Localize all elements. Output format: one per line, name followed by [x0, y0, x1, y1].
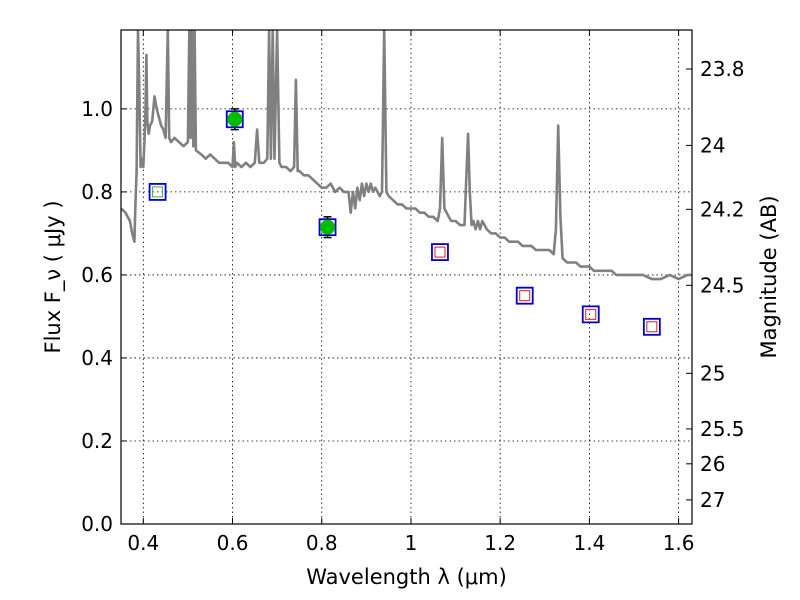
mag-tick-label: 25.5 [700, 417, 745, 441]
plot-frame [120, 29, 693, 525]
y-tick-label: 0.8 [81, 180, 113, 204]
observed-point [227, 111, 243, 127]
labels-layer: Wavelength λ (μm) Flux F_ν ( μJy ) Magni… [41, 195, 781, 589]
model-box-marker [515, 286, 534, 305]
x-tick-label: 0.6 [217, 531, 249, 555]
mag-tick-label: 23.8 [700, 57, 745, 81]
mag-tick-label: 25 [700, 361, 725, 385]
ticks-layer: 0.4 0.6 0.8 1 1.2 1.4 1.6 0.0 0.2 0.4 0.6 0.8 1.0 23.… [81, 30, 745, 555]
points-layer [148, 108, 661, 336]
grid-layer [121, 30, 692, 525]
green-box-marker [152, 186, 164, 198]
x-tick-label: 1 [405, 531, 418, 555]
mag-tick-label: 27 [700, 488, 725, 512]
y-tick-label: 1.0 [81, 97, 113, 121]
y2-axis-label: Magnitude (AB) [757, 195, 781, 358]
mag-tick-label: 24 [700, 133, 725, 157]
observed-point [320, 219, 336, 235]
x-tick-label: 1.4 [573, 531, 605, 555]
mag-tick-label: 24.5 [700, 273, 745, 297]
x-tick-label: 0.8 [306, 531, 338, 555]
x-tick-label: 1.6 [663, 531, 695, 555]
x-axis-label: Wavelength λ (μm) [306, 565, 507, 589]
y-tick-label: 0.6 [81, 263, 113, 287]
spectrum-line [121, 30, 692, 281]
model-box-marker [581, 305, 600, 324]
upper-limit-marker [519, 290, 531, 302]
spectrum-layer [121, 30, 692, 281]
x-tick-label: 0.4 [127, 531, 159, 555]
mag-tick-label: 26 [700, 452, 725, 476]
x-tick-label: 1.2 [484, 531, 516, 555]
y-axis-label: Flux F_ν ( μJy ) [41, 200, 66, 353]
y-tick-label: 0.4 [81, 346, 113, 370]
model-box-marker [642, 317, 661, 336]
model-box-marker [431, 243, 449, 261]
mag-tick-label: 24.2 [700, 197, 745, 221]
upper-limit-marker [646, 321, 658, 333]
y-tick-label: 0.0 [81, 512, 113, 536]
y-tick-label: 0.2 [81, 429, 113, 453]
upper-limit-marker [434, 246, 446, 258]
model-box-marker [148, 182, 167, 201]
upper-limit-marker [585, 308, 597, 320]
